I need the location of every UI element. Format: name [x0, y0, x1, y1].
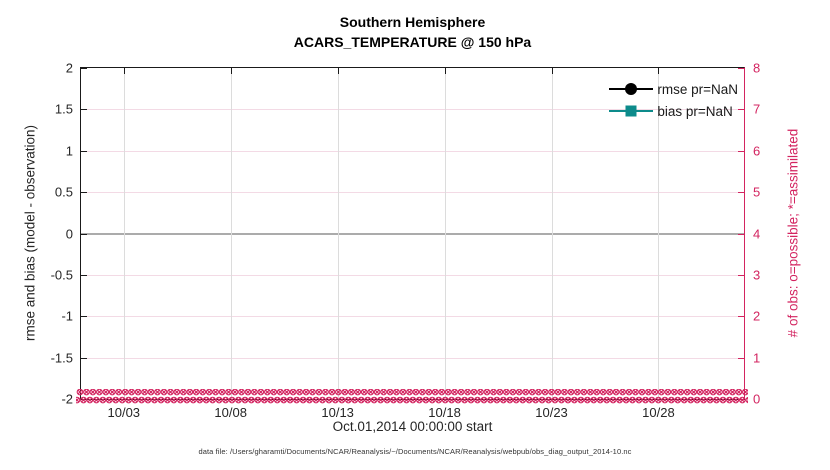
v-gridline: [444, 68, 446, 399]
y-tick-right: [738, 109, 744, 111]
obs-marker-row: ⊗⊗⊗⊗⊗⊗⊗⊗⊗⊗⊗⊗⊗⊗⊗⊗⊗⊗⊗⊗⊗⊗⊗⊗⊗⊗⊗⊗⊗⊗⊗⊗⊗⊗⊗⊗⊗⊗⊗⊗…: [76, 395, 748, 406]
y-tick-right: [738, 399, 744, 400]
y-tick-label-left: 0: [65, 226, 73, 241]
y-tick-left: [81, 109, 87, 111]
y-tick-left: [81, 192, 87, 194]
y-tick-right: [738, 233, 744, 235]
y-tick-label-right: 8: [753, 60, 761, 76]
y-tick-label-right: 3: [753, 267, 761, 283]
legend-label-bias: bias pr=NaN: [657, 103, 733, 119]
title-line-1: Southern Hemisphere: [339, 14, 486, 30]
legend-line-bias: [609, 105, 654, 117]
x-tick-label: 10/13: [321, 405, 354, 420]
y-tick-left: [81, 316, 87, 318]
y-tick-label-right: 4: [753, 226, 761, 241]
chart-title: Southern Hemisphere ACARS_TEMPERATURE @ …: [80, 12, 745, 52]
v-gridline: [123, 68, 125, 399]
x-tick-top: [337, 68, 339, 74]
obs-marker-band: ⊗⊗⊗⊗⊗⊗⊗⊗⊗⊗⊗⊗⊗⊗⊗⊗⊗⊗⊗⊗⊗⊗⊗⊗⊗⊗⊗⊗⊗⊗⊗⊗⊗⊗⊗⊗⊗⊗⊗⊗…: [76, 389, 748, 406]
y-tick-label-left: 0.5: [54, 184, 73, 200]
h-gridline: [81, 316, 744, 318]
legend: rmse pr=NaN bias pr=NaN: [609, 79, 738, 123]
y-tick-right: [738, 274, 744, 276]
x-tick-label: 10/28: [642, 405, 675, 420]
y-tick-label-left: -1: [61, 308, 73, 324]
y-tick-right: [738, 316, 744, 318]
y-tick-right: [738, 68, 744, 69]
zero-line: [81, 232, 744, 235]
legend-item-rmse: rmse pr=NaN: [609, 79, 738, 99]
y-tick-label-left: -2: [61, 391, 73, 407]
v-gridline: [230, 68, 232, 399]
h-gridline: [81, 150, 744, 152]
y-tick-left: [81, 233, 87, 235]
y-tick-label-left: 1: [65, 143, 73, 159]
x-tick-label: 10/08: [214, 405, 247, 420]
y-tick-left: [81, 274, 87, 276]
y-tick-label-right: 6: [753, 143, 761, 159]
legend-marker-square-icon: [625, 105, 637, 117]
x-axis-label: Oct.01,2014 00:00:00 start: [332, 419, 493, 434]
h-gridline: [81, 357, 744, 359]
x-tick-top: [123, 68, 125, 74]
h-gridline: [81, 192, 744, 194]
x-tick-label: 10/18: [428, 405, 461, 420]
obs-marker-row: ⊗⊗⊗⊗⊗⊗⊗⊗⊗⊗⊗⊗⊗⊗⊗⊗⊗⊗⊗⊗⊗⊗⊗⊗⊗⊗⊗⊗⊗⊗⊗⊗⊗⊗⊗⊗⊗⊗⊗⊗…: [76, 389, 748, 398]
title-line-2: ACARS_TEMPERATURE @ 150 hPa: [293, 34, 532, 50]
y-tick-label-left: 2: [65, 60, 73, 76]
y-tick-label-left: -0.5: [50, 267, 73, 283]
y-axis-label-right: # of obs: o=possible; *=assimilated: [785, 128, 801, 338]
x-tick-label: 10/23: [535, 405, 568, 420]
y-tick-left: [81, 399, 87, 400]
legend-marker-circle-icon: [625, 83, 638, 95]
v-gridline: [337, 68, 339, 399]
v-gridline: [551, 68, 553, 399]
x-tick-top: [658, 68, 660, 74]
y-tick-right: [738, 357, 744, 359]
y-tick-label-right: 1: [753, 350, 761, 366]
x-tick-top: [444, 68, 446, 74]
h-gridline: [81, 109, 744, 111]
legend-item-bias: bias pr=NaN: [609, 101, 738, 121]
y-tick-left: [81, 357, 87, 359]
legend-label-rmse: rmse pr=NaN: [657, 81, 738, 97]
y-tick-right: [738, 150, 744, 152]
y-tick-label-right: 2: [753, 308, 761, 324]
legend-line-rmse: [609, 83, 654, 95]
y-tick-right: [738, 192, 744, 194]
plot-area: ⊗⊗⊗⊗⊗⊗⊗⊗⊗⊗⊗⊗⊗⊗⊗⊗⊗⊗⊗⊗⊗⊗⊗⊗⊗⊗⊗⊗⊗⊗⊗⊗⊗⊗⊗⊗⊗⊗⊗⊗…: [51, 61, 761, 421]
datafile-path: data file: /Users/gharamti/Documents/NCA…: [198, 447, 632, 456]
v-gridline: [658, 68, 660, 399]
y-tick-label-right: 5: [753, 184, 761, 200]
x-tick-top: [230, 68, 232, 74]
y-tick-label-left: -1.5: [50, 350, 73, 366]
y-tick-label-left: 1.5: [54, 101, 73, 117]
y-tick-left: [81, 68, 87, 69]
y-tick-label-right: 7: [753, 101, 761, 117]
h-gridline: [81, 274, 744, 276]
y-tick-left: [81, 150, 87, 152]
y-tick-label-right: 0: [753, 391, 761, 407]
x-tick-label: 10/03: [107, 405, 141, 420]
x-tick-top: [551, 68, 553, 74]
